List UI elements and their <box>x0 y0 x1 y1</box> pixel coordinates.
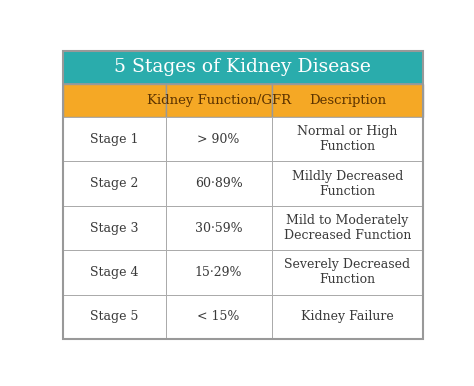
Text: 30·59%: 30·59% <box>195 222 242 235</box>
Bar <box>272 161 423 206</box>
Bar <box>272 84 423 117</box>
Bar <box>272 206 423 250</box>
Text: Stage 2: Stage 2 <box>90 177 138 190</box>
Bar <box>165 250 272 295</box>
Text: 15·29%: 15·29% <box>195 266 242 279</box>
Text: > 90%: > 90% <box>198 133 240 146</box>
Bar <box>165 84 272 117</box>
Bar <box>63 117 165 161</box>
Text: Normal or High
Function: Normal or High Function <box>297 125 398 153</box>
Text: Kidney Failure: Kidney Failure <box>301 310 394 323</box>
Bar <box>63 161 165 206</box>
Bar <box>165 295 272 339</box>
Bar <box>272 117 423 161</box>
Bar <box>63 206 165 250</box>
Text: Stage 1: Stage 1 <box>90 133 138 146</box>
Text: 5 Stages of Kidney Disease: 5 Stages of Kidney Disease <box>115 58 371 76</box>
Text: 60·89%: 60·89% <box>195 177 243 190</box>
Text: Mild to Moderately
Decreased Function: Mild to Moderately Decreased Function <box>283 214 411 242</box>
Text: Description: Description <box>309 94 386 107</box>
Bar <box>165 206 272 250</box>
Bar <box>272 250 423 295</box>
Bar <box>165 117 272 161</box>
Text: Mildly Decreased
Function: Mildly Decreased Function <box>292 170 403 198</box>
Bar <box>272 295 423 339</box>
Bar <box>165 161 272 206</box>
Text: Stage 3: Stage 3 <box>90 222 138 235</box>
Text: Stage 5: Stage 5 <box>90 310 138 323</box>
Text: Kidney Function/GFR: Kidney Function/GFR <box>146 94 291 107</box>
Bar <box>63 84 165 117</box>
Text: Stage 4: Stage 4 <box>90 266 138 279</box>
Bar <box>63 295 165 339</box>
Text: < 15%: < 15% <box>198 310 240 323</box>
Bar <box>63 250 165 295</box>
Bar <box>63 51 423 84</box>
Text: Severely Decreased
Function: Severely Decreased Function <box>284 259 410 286</box>
